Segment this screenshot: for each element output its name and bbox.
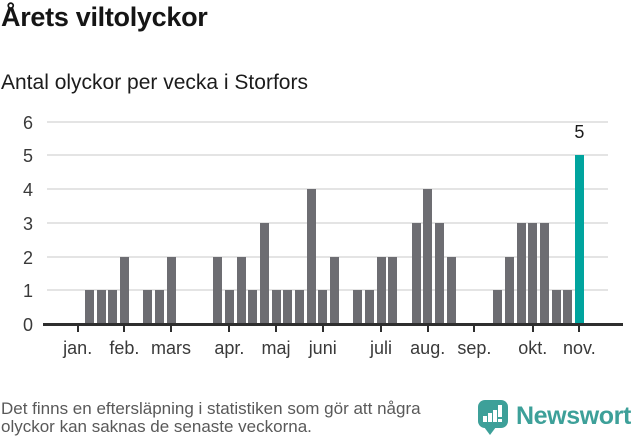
gridline-y-5 <box>47 154 608 157</box>
x-tick-label-aug: aug. <box>410 338 446 358</box>
x-tick-feb <box>123 326 126 332</box>
gridline-y-6 <box>47 120 608 123</box>
bar-week-31 <box>423 189 433 324</box>
x-tick-label-juni: juni <box>308 338 337 358</box>
bar-week-9 <box>166 256 176 324</box>
bar-week-25 <box>353 290 363 324</box>
bar-week-16 <box>248 290 258 324</box>
bar-week-22 <box>318 290 328 324</box>
bar-week-30 <box>411 222 421 324</box>
gridline-y-2 <box>47 255 608 258</box>
bar-week-28 <box>388 256 398 324</box>
bar-week-7 <box>143 290 153 324</box>
chart-subtitle: Antal olyckor per vecka i Storfors <box>1 71 308 94</box>
y-tick-label-2: 2 <box>22 247 33 268</box>
y-tick-label-1: 1 <box>22 281 33 302</box>
logo-bar-icon <box>483 416 487 422</box>
footnote-line-1: Det finns en eftersläpning i statistiken… <box>1 399 421 418</box>
highlight-bar-week-44 <box>574 155 584 324</box>
newsworthy-logo-icon <box>478 400 508 428</box>
y-tick-label-4: 4 <box>22 180 33 200</box>
x-tick-label-apr: apr. <box>214 338 245 358</box>
bar-week-8 <box>154 290 164 324</box>
bar-week-43 <box>563 290 573 324</box>
gridline-y-1 <box>47 289 608 292</box>
x-tick-juni <box>321 326 324 332</box>
x-tick-jan <box>76 326 79 332</box>
x-tick-label-mars: mars <box>151 338 192 358</box>
bar-week-38 <box>504 256 514 324</box>
x-tick-juli <box>380 326 383 332</box>
x-tick-label-sep: sep. <box>457 338 492 358</box>
x-tick-nov <box>578 326 581 332</box>
x-tick-label-jan: jan. <box>63 338 93 358</box>
bar-week-42 <box>551 290 561 324</box>
x-tick-label-nov: nov. <box>563 338 596 358</box>
x-tick-label-okt: okt. <box>518 338 548 358</box>
footnote: Det finns en eftersläpning i statistiken… <box>1 400 421 436</box>
bar-week-2 <box>84 290 94 324</box>
newsworthy-wordmark: Newsworthy <box>516 402 631 430</box>
bar-week-14 <box>224 290 234 324</box>
logo-bar-icon <box>488 413 492 422</box>
bar-week-20 <box>294 290 304 324</box>
bar-week-3 <box>96 290 106 324</box>
bar-week-15 <box>236 256 246 324</box>
bar-week-40 <box>528 222 538 324</box>
newsworthy-logo: Newsworthy <box>478 399 631 439</box>
page-title: Årets viltolyckor <box>1 2 208 32</box>
bar-week-5 <box>119 256 129 324</box>
bar-week-23 <box>329 256 339 324</box>
gridline-y-3 <box>47 221 608 224</box>
footnote-line-2: olyckor kan saknas de senaste veckorna. <box>1 417 312 436</box>
x-tick-label-feb: feb. <box>109 338 140 358</box>
y-tick-label-5: 5 <box>22 146 33 167</box>
bar-week-19 <box>283 290 293 324</box>
x-tick-okt <box>531 326 534 332</box>
bar-week-37 <box>493 290 503 324</box>
gridline-y-4 <box>47 188 608 190</box>
bar-week-32 <box>434 222 444 324</box>
x-tick-apr <box>228 326 231 332</box>
bar-week-18 <box>271 290 281 324</box>
bar-week-26 <box>364 290 374 324</box>
x-tick-label-maj: maj <box>261 338 291 358</box>
bar-week-41 <box>539 222 549 324</box>
logo-bar-icon <box>493 410 497 422</box>
y-tick-label-6: 6 <box>22 112 33 133</box>
bar-week-33 <box>446 256 456 324</box>
y-tick-label-3: 3 <box>22 213 33 234</box>
logo-speech-tail <box>484 427 496 435</box>
x-tick-mars <box>170 326 173 332</box>
logo-exclamation-dot <box>498 419 502 422</box>
x-tick-sep <box>473 326 476 332</box>
x-tick-maj <box>275 326 278 332</box>
x-axis-line <box>43 323 623 326</box>
bar-week-21 <box>306 189 316 324</box>
bar-week-17 <box>259 222 269 324</box>
bar-week-4 <box>108 290 118 324</box>
bar-week-13 <box>213 256 223 324</box>
y-tick-label-0: 0 <box>22 315 33 335</box>
x-tick-label-juli: juli <box>370 338 393 358</box>
bar-week-27 <box>376 256 386 324</box>
highlight-value-label: 5 <box>574 122 585 142</box>
logo-exclamation-icon <box>498 405 502 417</box>
x-tick-aug <box>426 326 429 332</box>
bar-week-39 <box>516 222 526 324</box>
